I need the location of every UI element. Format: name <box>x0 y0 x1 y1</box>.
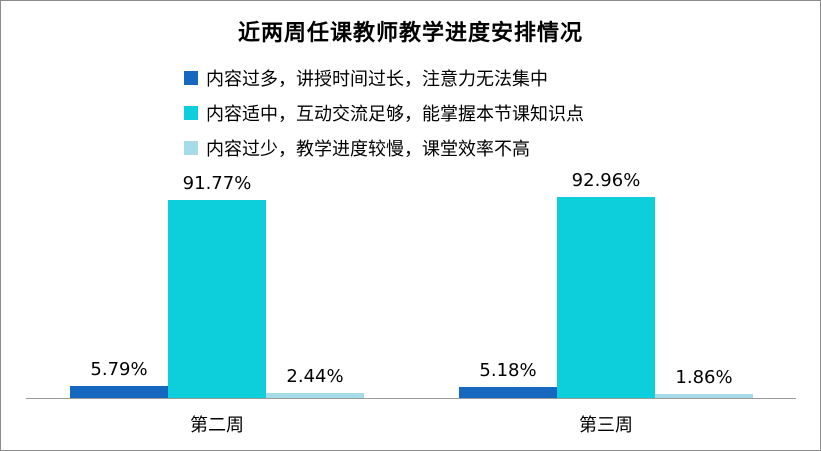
x-axis-line <box>26 398 796 399</box>
bar <box>70 386 168 398</box>
bar-wrap: 5.18% <box>459 360 557 398</box>
legend-swatch-icon <box>184 106 198 120</box>
bar-value-label: 5.79% <box>90 359 148 380</box>
bar <box>655 394 753 398</box>
bar-wrap: 1.86% <box>655 367 753 398</box>
bar-group-2: 5.18% 92.96% 1.86% <box>459 170 753 398</box>
legend-swatch-icon <box>184 71 198 85</box>
legend-item-series-1: 内容过多，讲授时间过长，注意力无法集中 <box>184 67 584 89</box>
bar <box>557 197 655 398</box>
legend: 内容过多，讲授时间过长，注意力无法集中 内容适中，互动交流足够，能掌握本节课知识… <box>184 67 584 172</box>
bar-value-label: 92.96% <box>571 170 641 191</box>
category-label: 第二周 <box>190 415 244 435</box>
bar-value-label: 1.86% <box>675 367 733 388</box>
category-label: 第三周 <box>579 415 633 435</box>
bar-value-label: 91.77% <box>182 173 252 194</box>
bar-group-1: 5.79% 91.77% 2.44% <box>70 173 364 398</box>
legend-item-series-3: 内容过少，教学进度较慢，课堂效率不高 <box>184 137 584 159</box>
bar <box>266 393 364 398</box>
legend-label: 内容过少，教学进度较慢，课堂效率不高 <box>206 139 530 159</box>
legend-item-series-2: 内容适中，互动交流足够，能掌握本节课知识点 <box>184 102 584 124</box>
bar-wrap: 2.44% <box>266 366 364 398</box>
bar-wrap: 92.96% <box>557 170 655 398</box>
legend-label: 内容过多，讲授时间过长，注意力无法集中 <box>206 69 548 89</box>
bar-wrap: 5.79% <box>70 359 168 398</box>
bar-value-label: 5.18% <box>479 360 537 381</box>
bar-wrap: 91.77% <box>168 173 266 398</box>
bar <box>459 387 557 398</box>
bar <box>168 200 266 398</box>
chart-title: 近两周任课教师教学进度安排情况 <box>237 20 583 45</box>
legend-swatch-icon <box>184 141 198 155</box>
bar-value-label: 2.44% <box>286 366 344 387</box>
legend-label: 内容适中，互动交流足够，能掌握本节课知识点 <box>206 104 584 124</box>
